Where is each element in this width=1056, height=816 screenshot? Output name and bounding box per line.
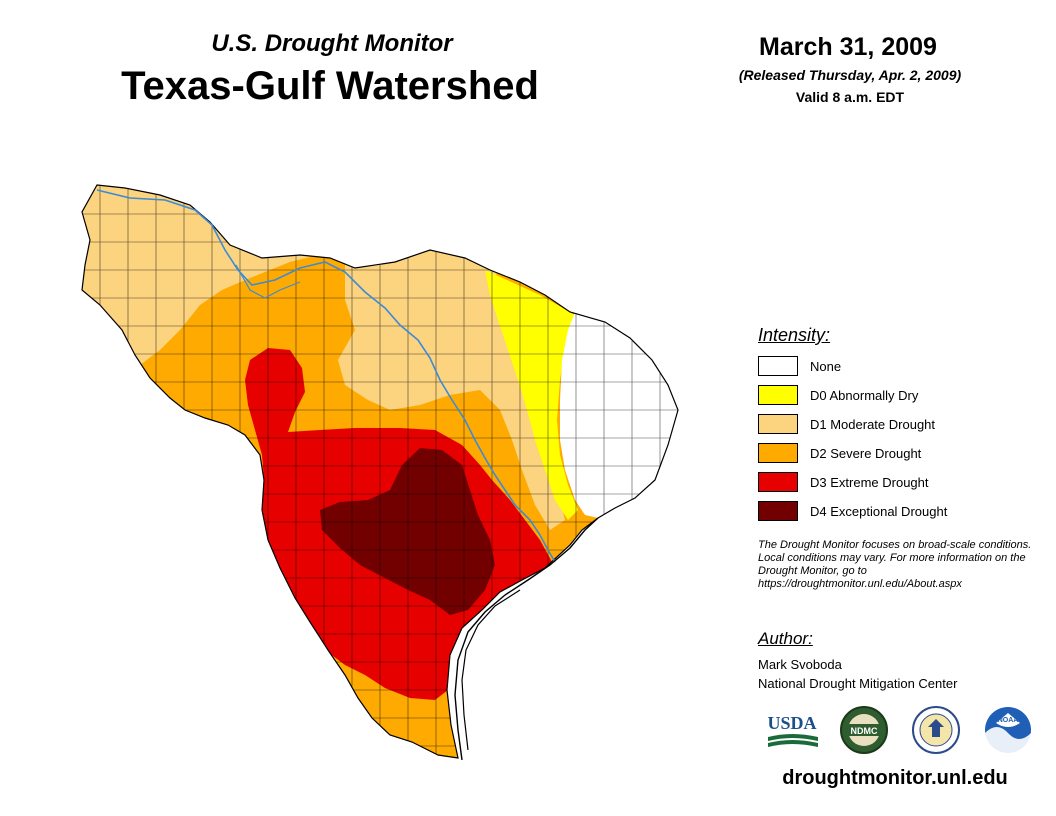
website-url[interactable]: droughtmonitor.unl.edu [782, 767, 1008, 789]
legend-swatch [758, 414, 798, 434]
ndmc-logo: NDMC [840, 706, 888, 754]
legend-label: D4 Exceptional Drought [810, 503, 948, 519]
legend-label: None [810, 358, 842, 374]
legend-item-d4: D4 Exceptional Drought [758, 500, 947, 522]
map-date: March 31, 2009 [759, 33, 937, 61]
noaa-logo-text: NOAA [998, 717, 1019, 724]
author-heading: Author: [758, 629, 813, 648]
legend-swatch [758, 501, 798, 521]
d4-region [320, 448, 495, 615]
legend-swatch [758, 443, 798, 463]
legend-heading: Intensity: [758, 325, 831, 345]
valid-time: Valid 8 a.m. EDT [795, 89, 905, 105]
legend-label: D0 Abnormally Dry [810, 387, 919, 403]
legend-label: D3 Extreme Drought [810, 474, 929, 490]
gulf-coastline [454, 517, 599, 761]
legend-item-none: None [758, 355, 841, 377]
author-name: Mark Svoboda [758, 657, 842, 672]
disclaimer-note: The Drought Monitor focuses on broad-sca… [758, 539, 1032, 590]
legend-item-d3: D3 Extreme Drought [758, 471, 929, 493]
none-region [560, 312, 678, 518]
watershed-outline [81, 184, 679, 759]
barrier-islands [461, 589, 521, 751]
river-tributary [235, 264, 301, 299]
legend-label: D1 Moderate Drought [810, 416, 936, 432]
usda-logo-text: USDA [767, 713, 816, 733]
legend-item-d2: D2 Severe Drought [758, 442, 921, 464]
drought-map [81, 184, 679, 761]
commerce-seal-logo [912, 706, 960, 754]
river-brazos [96, 189, 556, 563]
ndmc-logo-text: NDMC [851, 726, 878, 736]
legend-swatch [758, 385, 798, 405]
usda-logo: USDA [767, 713, 818, 747]
d0-region [485, 270, 578, 520]
map-subtitle: U.S. Drought Monitor [211, 30, 453, 57]
legend-label: D2 Severe Drought [810, 445, 922, 461]
legend-item-d0: D0 Abnormally Dry [758, 384, 918, 406]
noaa-logo: NOAA [985, 707, 1031, 753]
author-organization: National Drought Mitigation Center [758, 676, 958, 691]
map-title: Texas-Gulf Watershed [121, 64, 539, 108]
legend-item-d1: D1 Moderate Drought [758, 413, 935, 435]
legend-swatch [758, 472, 798, 492]
release-date: (Released Thursday, Apr. 2, 2009) [738, 67, 962, 83]
partner-logos: USDA NDMC NOAA [767, 706, 1031, 754]
legend-swatch [758, 356, 798, 376]
